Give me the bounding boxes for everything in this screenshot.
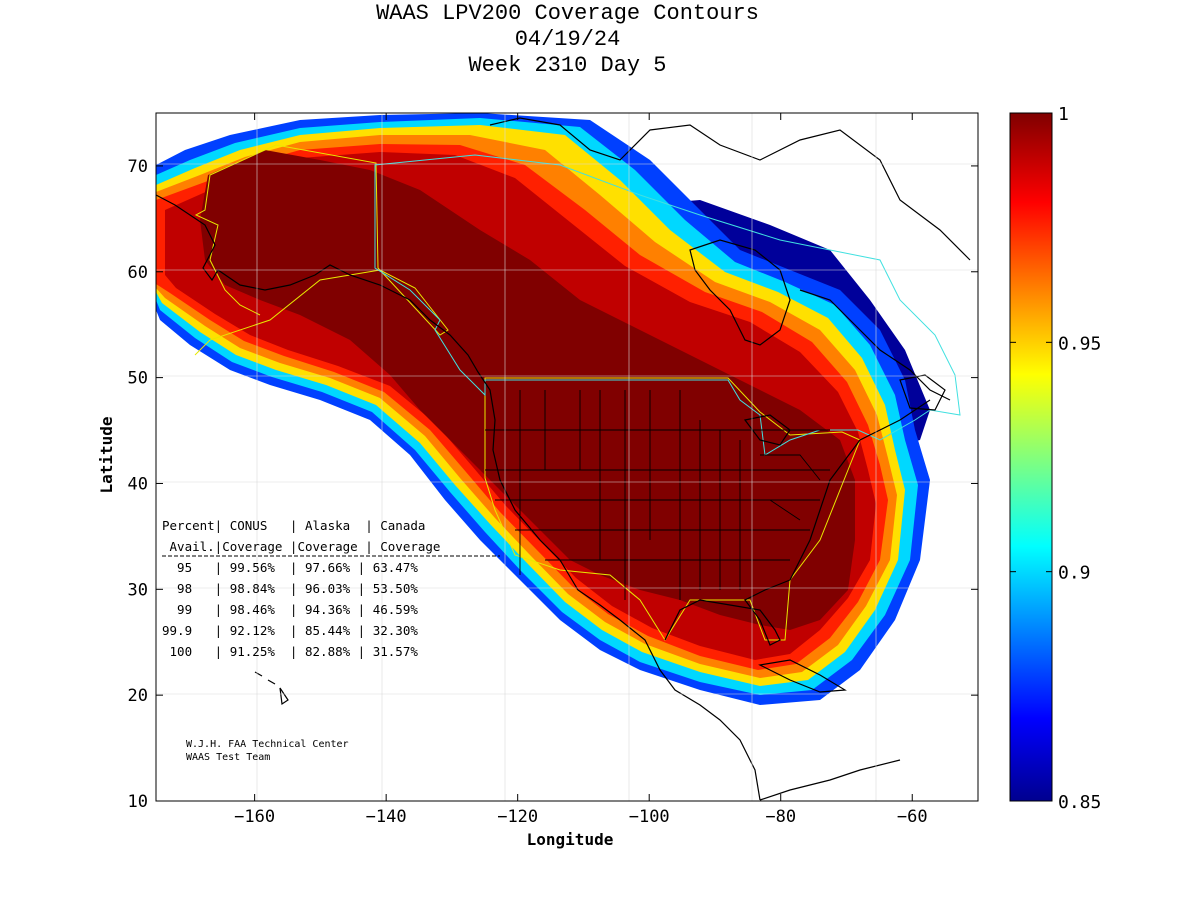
grid-lines bbox=[156, 113, 978, 801]
state-borders bbox=[485, 390, 830, 600]
x-axis-label: Longitude bbox=[527, 830, 614, 849]
table-row: 99 | 98.46% | 94.36% | 46.59% bbox=[162, 602, 418, 617]
y-tick-label: 30 bbox=[128, 580, 148, 600]
colorbar-tick-label: 0.9 bbox=[1058, 563, 1091, 584]
table-header-2: Avail.|Coverage |Coverage | Coverage bbox=[162, 539, 440, 554]
plot-frame bbox=[155, 112, 979, 802]
x-tick-label: −60 bbox=[897, 807, 928, 827]
y-tick-label: 60 bbox=[128, 263, 148, 283]
colorbar-tick-label: 0.95 bbox=[1058, 333, 1101, 354]
gulf-coastline bbox=[664, 579, 791, 646]
table-row: 99.9 | 92.12% | 85.44% | 32.30% bbox=[162, 623, 418, 638]
x-tick-label: −160 bbox=[234, 807, 275, 827]
x-axis: −160 −140 −120 −100 −80 −60 bbox=[234, 113, 928, 827]
table-row: 98 | 98.84% | 96.03% | 53.50% bbox=[162, 581, 418, 596]
colorbar: 1 0.95 0.9 0.85 bbox=[1009, 104, 1101, 813]
credit-line-1: W.J.H. FAA Technical Center bbox=[186, 739, 349, 750]
east-coastline bbox=[789, 399, 931, 581]
x-tick-label: −120 bbox=[497, 807, 538, 827]
boundary-outlines bbox=[194, 144, 961, 641]
cuba bbox=[758, 659, 847, 693]
map-title: WAAS LPV200 Coverage Contours bbox=[376, 1, 759, 26]
y-axis: 10 20 30 40 50 60 70 bbox=[128, 157, 978, 812]
alaska-boundary bbox=[194, 144, 449, 356]
coastlines bbox=[156, 117, 971, 801]
north-america-coastline bbox=[156, 194, 761, 801]
colorbar-tick-label: 1 bbox=[1058, 104, 1069, 125]
y-tick-label: 40 bbox=[128, 474, 148, 494]
colorbar-tick-label: 0.85 bbox=[1058, 792, 1101, 813]
map-week-day: Week 2310 Day 5 bbox=[468, 53, 667, 78]
coverage-stats-table: Percent| CONUS | Alaska | Canada Avail.|… bbox=[162, 518, 500, 659]
x-tick-label: −80 bbox=[765, 807, 796, 827]
y-tick-label: 50 bbox=[128, 369, 148, 389]
x-tick-label: −140 bbox=[366, 807, 407, 827]
canada-boundary bbox=[374, 154, 961, 456]
y-tick-label: 10 bbox=[128, 792, 148, 812]
colorbar-gradient bbox=[1009, 112, 1053, 802]
table-header-1: Percent| CONUS | Alaska | Canada bbox=[162, 518, 425, 533]
x-tick-label: −100 bbox=[629, 807, 670, 827]
arctic-islands bbox=[489, 117, 971, 261]
map-date: 04/19/24 bbox=[514, 27, 621, 52]
y-tick-label: 20 bbox=[128, 686, 148, 706]
hudson-bay-coast bbox=[689, 239, 791, 346]
central-america-east bbox=[759, 759, 901, 801]
y-axis-label: Latitude bbox=[97, 416, 116, 493]
map-plot-area bbox=[156, 113, 978, 801]
credit-line-2: WAAS Test Team bbox=[186, 752, 270, 763]
table-row: 100 | 91.25% | 82.88% | 31.57% bbox=[162, 644, 418, 659]
table-row: 95 | 99.56% | 97.66% | 63.47% bbox=[162, 560, 418, 575]
colorbar-ticks: 1 0.95 0.9 0.85 bbox=[1010, 104, 1101, 813]
y-tick-label: 70 bbox=[128, 157, 148, 177]
labrador-coast bbox=[799, 289, 951, 401]
great-lakes bbox=[743, 414, 791, 446]
